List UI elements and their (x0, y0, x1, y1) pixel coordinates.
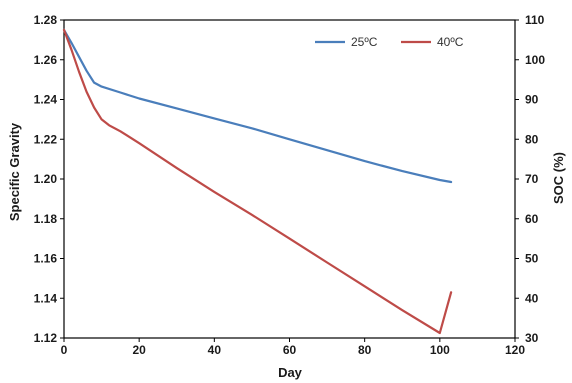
x-tick-label: 100 (430, 343, 450, 357)
legend: 25ºC 40ºC (315, 35, 464, 49)
y2-tick-label: 80 (525, 132, 539, 146)
plot-frame (63, 19, 516, 339)
y-tick-label: 1.14 (34, 291, 58, 305)
y-tick-label: 1.20 (34, 172, 58, 186)
y2-tick-label: 100 (525, 53, 545, 67)
legend-label: 40ºC (437, 35, 464, 49)
y2-tick-label: 40 (525, 291, 539, 305)
plot-area: 0 20 40 60 80 100 120 1.12 1.14 1.16 1.18 1.20 1.22… (34, 13, 546, 357)
y-tick-label: 1.12 (34, 331, 58, 345)
x-tick-label: 80 (358, 343, 372, 357)
y2-tick-label: 30 (525, 331, 539, 345)
y-tick-label: 1.22 (34, 132, 58, 146)
y2-tick-label: 60 (525, 212, 539, 226)
series-layer (62, 28, 453, 335)
x-tick-label: 40 (208, 343, 222, 357)
y-tick-label: 1.24 (34, 93, 58, 107)
x-tick-label: 0 (61, 343, 68, 357)
y2-tick-label: 110 (525, 13, 545, 27)
y-axis-title: Specific Gravity (7, 122, 22, 221)
x-axis-title: Day (278, 365, 303, 380)
series-line-2 (62, 28, 453, 335)
legend-label: 25ºC (351, 35, 378, 49)
x-tick-label: 20 (132, 343, 146, 357)
y-tick-label: 1.16 (34, 252, 58, 266)
x-tick-label: 120 (505, 343, 525, 357)
y-tick-label: 1.18 (34, 212, 58, 226)
y-tick-label: 1.28 (34, 13, 58, 27)
y2-tick-label: 70 (525, 172, 539, 186)
x-axis: 0 20 40 60 80 100 120 (61, 338, 525, 357)
series-line-1 (62, 28, 453, 184)
y-axis-right: 30 40 50 60 70 80 90 100 110 (515, 13, 545, 345)
y-tick-label: 1.26 (34, 53, 58, 67)
y-axis-left: 1.12 1.14 1.16 1.18 1.20 1.22 1.24 1.26 1.28 (34, 13, 64, 345)
y2-tick-label: 90 (525, 93, 539, 107)
y2-axis-title: SOC (%) (551, 152, 566, 204)
y2-tick-label: 50 (525, 252, 539, 266)
x-tick-label: 60 (283, 343, 297, 357)
